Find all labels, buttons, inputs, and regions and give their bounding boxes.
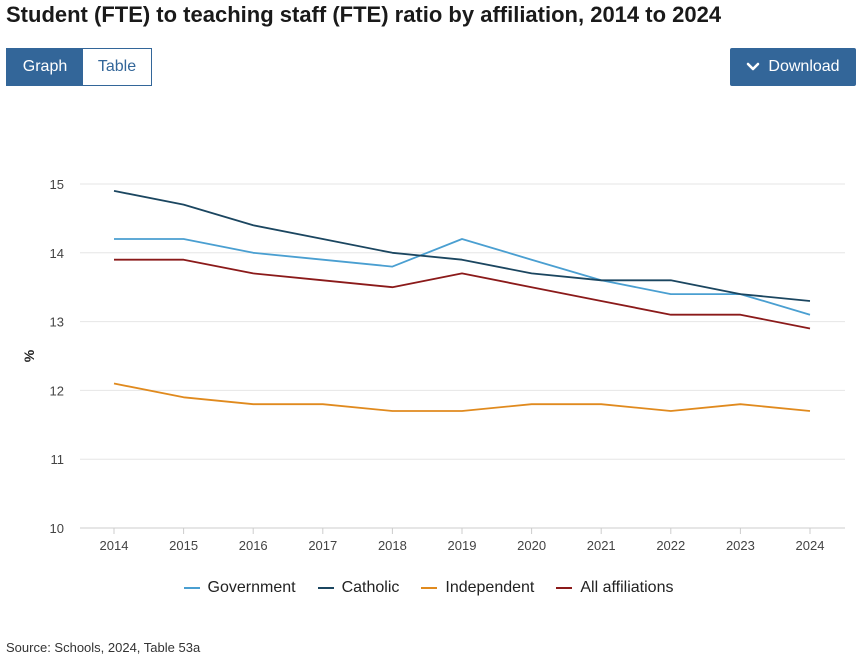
x-tick-label: 2014	[100, 538, 129, 553]
legend-label: Catholic	[341, 579, 400, 596]
page-title: Student (FTE) to teaching staff (FTE) ra…	[6, 2, 722, 27]
x-tick-label: 2020	[517, 538, 546, 553]
chart-legend: Government Catholic Independent All affilia…	[0, 577, 857, 599]
download-label: Download	[768, 58, 840, 75]
legend-swatch	[183, 587, 200, 589]
legend-item-independent[interactable]: Independent	[421, 579, 534, 597]
download-button[interactable]: Download	[730, 48, 856, 86]
x-tick-label: 2022	[656, 538, 685, 553]
legend-label: Government	[207, 579, 296, 596]
x-tick-label: 2019	[448, 538, 477, 553]
legend-swatch	[317, 587, 334, 589]
y-tick-label: 14	[50, 246, 64, 261]
x-tick-label: 2021	[587, 538, 616, 553]
legend-swatch	[556, 587, 573, 589]
x-axis: 2014 2015 2016 2017 2018 2019 2020 2021 2022 2023…	[100, 528, 825, 553]
view-toggle: Graph Table	[6, 48, 152, 86]
y-tick-label: 12	[50, 383, 64, 398]
y-tick-label: 13	[50, 315, 64, 330]
series-line-catholic	[113, 190, 811, 302]
legend-label: Independent	[445, 579, 535, 596]
y-axis: 10 11 12 13 14 15%	[21, 177, 64, 536]
legend-item-government[interactable]: Government	[183, 579, 296, 597]
x-tick-label: 2016	[239, 538, 268, 553]
series-line-all-affiliations	[114, 258, 811, 330]
series-lines	[113, 190, 811, 412]
grid-lines	[80, 183, 845, 529]
x-tick-label: 2015	[169, 538, 198, 553]
y-tick-label: 15	[50, 177, 64, 192]
legend-item-all-affiliations[interactable]: All affiliations	[556, 579, 673, 597]
y-tick-label: 11	[51, 452, 65, 467]
legend-label: All affiliations	[580, 579, 674, 596]
y-tick-label: 10	[50, 521, 64, 536]
x-tick-label: 2017	[308, 538, 337, 553]
x-tick-label: 2018	[378, 538, 407, 553]
y-axis-label: %	[21, 349, 37, 362]
source-note: Source: Schools, 2024, Table 53a	[6, 640, 201, 655]
graph-tab-button[interactable]: Graph	[7, 49, 83, 85]
legend-swatch	[421, 587, 438, 589]
chevron-down-icon	[746, 62, 760, 72]
table-tab-button[interactable]: Table	[83, 49, 151, 85]
x-tick-label: 2023	[726, 538, 755, 553]
x-tick-label: 2024	[796, 538, 825, 553]
legend-item-catholic[interactable]: Catholic	[317, 579, 400, 597]
series-line-independent	[113, 382, 811, 412]
series-line-government	[114, 238, 811, 316]
